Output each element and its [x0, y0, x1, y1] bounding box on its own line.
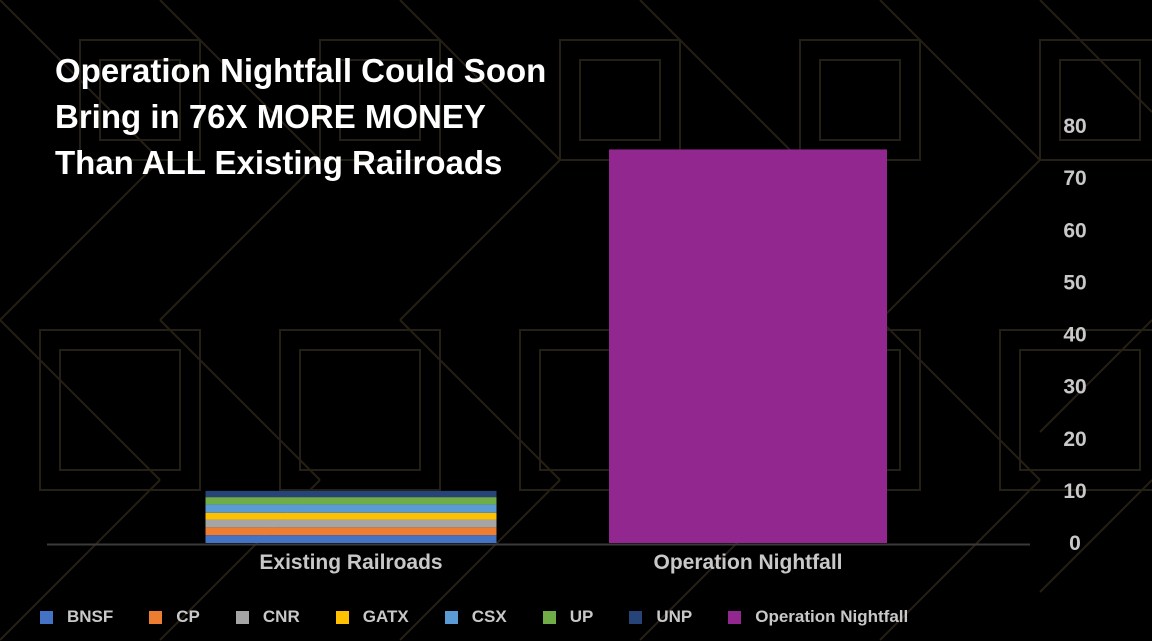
y-tick-label: 30: [1063, 376, 1086, 399]
legend-item: CSX: [444, 607, 507, 627]
y-tick-label: 10: [1063, 480, 1086, 503]
legend-swatch: [542, 610, 556, 624]
legend-item: Operation Nightfall: [728, 607, 908, 627]
title-line-1: Operation Nightfall Could Soon: [55, 52, 547, 89]
legend-label: CNR: [262, 607, 300, 626]
legend-label: GATX: [362, 607, 409, 626]
bar-segment-up: [205, 497, 497, 505]
legend-swatch: [444, 610, 458, 624]
y-tick-label: 0: [1069, 532, 1081, 555]
legend-item: GATX: [335, 607, 409, 627]
legend-item: CNR: [235, 607, 300, 627]
legend-swatch: [235, 610, 249, 624]
bar-segment-unp: [205, 490, 497, 498]
legend-swatch: [149, 610, 163, 624]
legend-label: Operation Nightfall: [755, 607, 909, 626]
legend-label: CSX: [471, 607, 507, 626]
y-tick-label: 60: [1063, 219, 1086, 242]
bar-segment-gatx: [205, 512, 497, 520]
x-tick-label: Existing Railroads: [259, 551, 442, 574]
chart-legend: BNSF CP CNR GATX CSX UP UNP Operation Nightfall: [40, 605, 908, 629]
y-tick-label: 20: [1063, 428, 1086, 451]
bar-segment-cnr: [205, 519, 497, 528]
legend-item: CP: [149, 607, 200, 627]
legend-label: CP: [176, 607, 200, 626]
y-tick-label: 50: [1063, 271, 1086, 294]
bar-segment-csx: [205, 504, 497, 513]
legend-item: UP: [542, 607, 594, 627]
legend-item: BNSF: [40, 607, 113, 627]
x-tick-label: Operation Nightfall: [654, 551, 843, 574]
y-tick-label: 70: [1063, 167, 1086, 190]
legend-label: UNP: [656, 607, 693, 626]
legend-swatch: [728, 610, 742, 624]
bar-segment-cp: [205, 527, 497, 536]
legend-item: UNP: [629, 607, 692, 627]
y-tick-label: 40: [1063, 324, 1086, 347]
title-line-3: Than ALL Existing Railroads: [55, 144, 503, 181]
title-line-2: Bring in 76X MORE MONEY: [55, 98, 486, 135]
legend-swatch: [629, 610, 643, 624]
bar-segment-operation-nightfall: [609, 149, 887, 544]
legend-swatch: [335, 610, 349, 624]
bar-chart: 0 10 20 30 40 50 60 70 80 Existing Railroads Opera…: [47, 115, 1087, 574]
bar-segment-bnsf: [205, 535, 497, 543]
legend-label: BNSF: [67, 607, 114, 626]
y-tick-label: 80: [1063, 115, 1086, 138]
legend-label: UP: [569, 607, 594, 626]
legend-swatch: [40, 610, 53, 624]
chart-title: Operation Nightfall Could Soon Bring in …: [55, 48, 655, 186]
